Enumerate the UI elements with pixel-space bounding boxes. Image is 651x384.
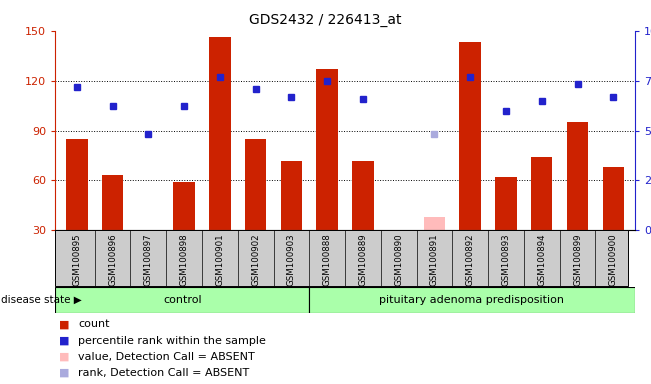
Text: ■: ■ (59, 336, 69, 346)
Text: ■: ■ (59, 368, 69, 378)
Text: percentile rank within the sample: percentile rank within the sample (78, 336, 266, 346)
Text: GSM100896: GSM100896 (108, 233, 117, 286)
Text: value, Detection Call = ABSENT: value, Detection Call = ABSENT (78, 352, 255, 362)
Bar (603, 167, 624, 230)
Bar (173, 182, 195, 230)
Text: GSM100889: GSM100889 (359, 233, 367, 286)
Bar (352, 161, 374, 230)
Bar (309, 287, 635, 313)
Bar (531, 157, 553, 230)
Bar (460, 42, 481, 230)
Bar (424, 217, 445, 230)
Text: GSM100899: GSM100899 (573, 233, 582, 286)
Text: GSM100903: GSM100903 (287, 233, 296, 286)
Text: GSM100893: GSM100893 (501, 233, 510, 286)
Bar (567, 122, 589, 230)
Text: GSM100892: GSM100892 (465, 233, 475, 286)
Text: GSM100901: GSM100901 (215, 233, 225, 286)
Bar (495, 177, 517, 230)
Bar (281, 161, 302, 230)
Text: GSM100902: GSM100902 (251, 233, 260, 286)
Text: GSM100900: GSM100900 (609, 233, 618, 286)
Bar (55, 287, 309, 313)
Text: GSM100888: GSM100888 (323, 233, 331, 286)
Bar (66, 139, 87, 230)
Text: ■: ■ (59, 319, 69, 329)
Text: GSM100898: GSM100898 (180, 233, 189, 286)
Text: control: control (163, 295, 202, 305)
Text: pituitary adenoma predisposition: pituitary adenoma predisposition (380, 295, 564, 305)
Text: GSM100894: GSM100894 (537, 233, 546, 286)
Text: GSM100895: GSM100895 (72, 233, 81, 286)
Text: ■: ■ (59, 352, 69, 362)
Bar (102, 175, 123, 230)
Text: GSM100890: GSM100890 (394, 233, 403, 286)
Text: GDS2432 / 226413_at: GDS2432 / 226413_at (249, 13, 402, 27)
Bar (316, 69, 338, 230)
Bar (209, 37, 230, 230)
Text: disease state ▶: disease state ▶ (1, 295, 81, 305)
Text: GSM100897: GSM100897 (144, 233, 153, 286)
Text: GSM100891: GSM100891 (430, 233, 439, 286)
Text: rank, Detection Call = ABSENT: rank, Detection Call = ABSENT (78, 368, 249, 378)
Text: count: count (78, 319, 109, 329)
Bar (137, 230, 159, 232)
Bar (245, 139, 266, 230)
